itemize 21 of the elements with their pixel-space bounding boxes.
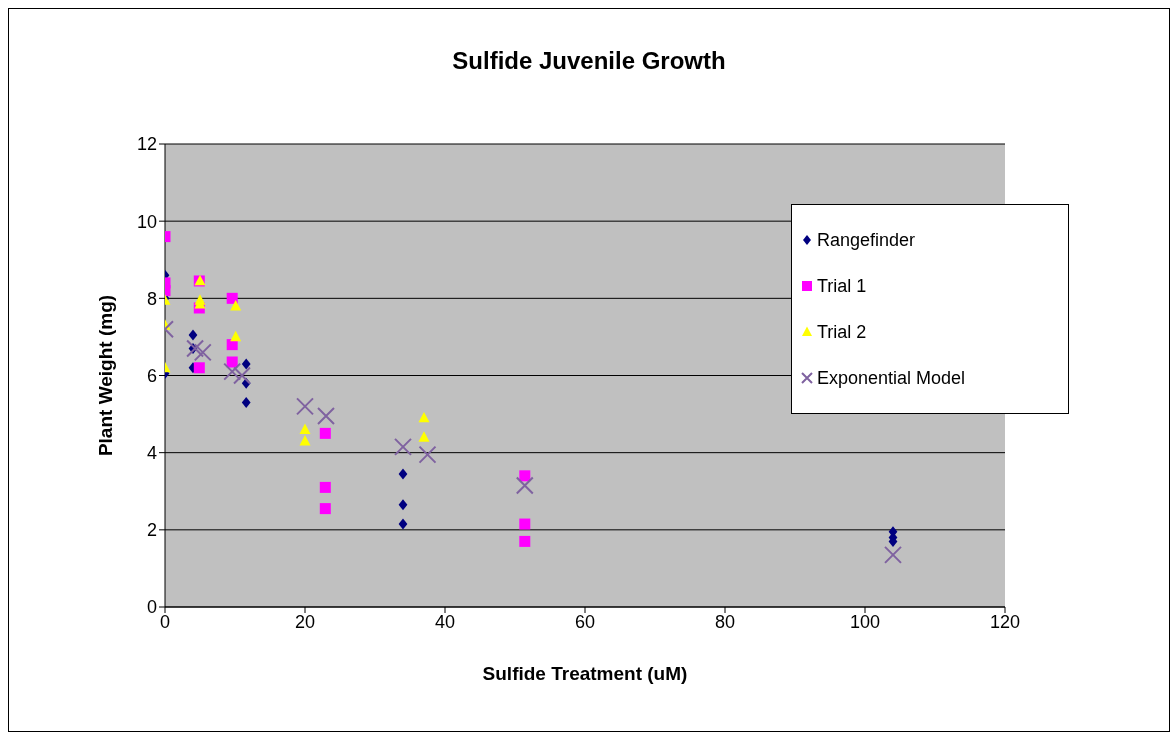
y-tick-label: 2 xyxy=(146,520,157,541)
x-tick-label: 100 xyxy=(849,611,881,632)
chart-title: Sulfide Juvenile Growth xyxy=(451,47,727,75)
legend-label: Trial 1 xyxy=(817,275,867,297)
y-tick-label: 10 xyxy=(136,211,157,232)
x-axis-title: Sulfide Treatment (uM) xyxy=(482,663,688,684)
x-tick-label: 60 xyxy=(574,611,596,632)
x-tick-label: 80 xyxy=(714,611,736,632)
y-axis-title: Plant Weight (mg) xyxy=(94,294,116,457)
x-tick-label: 40 xyxy=(434,611,456,632)
legend-label: Exponential Model xyxy=(817,367,966,389)
y-tick-label: 4 xyxy=(146,443,157,464)
x-tick-label: 120 xyxy=(989,611,1021,632)
legend-label: Trial 2 xyxy=(817,321,867,343)
y-tick-label: 12 xyxy=(136,134,157,155)
x-tick-label: 20 xyxy=(294,611,316,632)
y-tick-label: 8 xyxy=(146,288,157,309)
y-tick-label: 6 xyxy=(146,365,157,386)
legend-label: Rangefinder xyxy=(817,229,916,251)
x-tick-label: 0 xyxy=(159,611,171,632)
y-tick-label: 0 xyxy=(146,597,157,618)
